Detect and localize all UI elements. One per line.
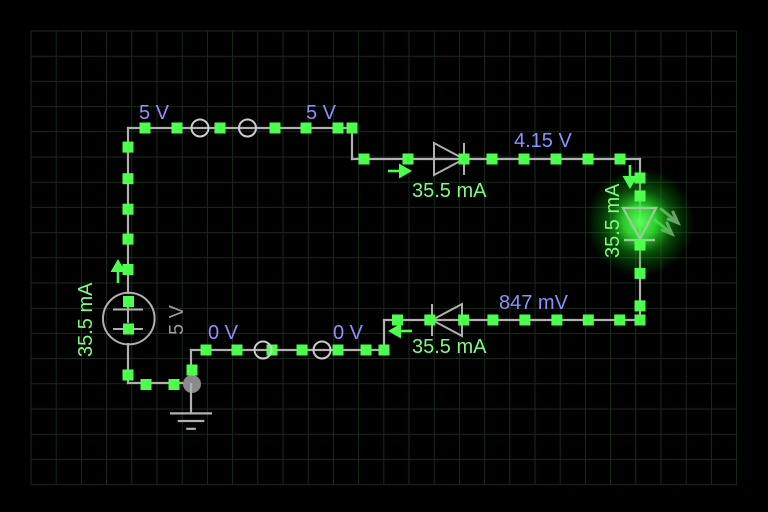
svg-text:0 V: 0 V bbox=[333, 322, 364, 344]
svg-text:0 V: 0 V bbox=[208, 322, 239, 344]
svg-text:5 V: 5 V bbox=[139, 102, 170, 124]
svg-text:847 mV: 847 mV bbox=[499, 292, 569, 314]
svg-text:35.5 mA: 35.5 mA bbox=[75, 282, 97, 357]
svg-text:5 V: 5 V bbox=[166, 304, 188, 335]
svg-text:4.15 V: 4.15 V bbox=[514, 130, 572, 152]
svg-text:5 V: 5 V bbox=[306, 102, 337, 124]
svg-text:35.5 mA: 35.5 mA bbox=[602, 183, 624, 258]
svg-text:35.5 mA: 35.5 mA bbox=[412, 336, 487, 358]
svg-text:35.5 mA: 35.5 mA bbox=[412, 180, 487, 202]
